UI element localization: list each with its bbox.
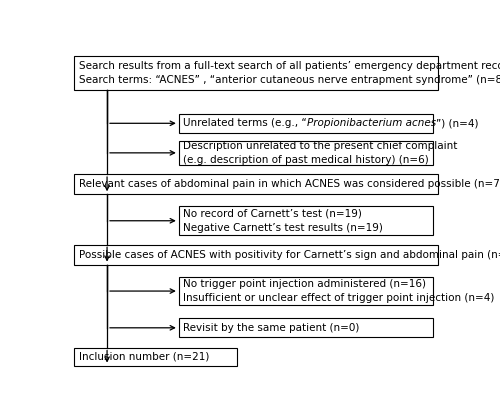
FancyBboxPatch shape [74,56,438,90]
FancyBboxPatch shape [179,114,432,133]
FancyBboxPatch shape [74,245,438,264]
FancyBboxPatch shape [74,174,438,194]
Text: Propionibacterium acnes: Propionibacterium acnes [307,118,436,128]
Text: Revisit by the same patient (n=0): Revisit by the same patient (n=0) [184,323,360,333]
Text: Possible cases of ACNES with positivity for Carnett’s sign and abdominal pain (n: Possible cases of ACNES with positivity … [79,250,500,260]
Text: Relevant cases of abdominal pain in which ACNES was considered possible (n=79): Relevant cases of abdominal pain in whic… [79,179,500,189]
FancyBboxPatch shape [179,277,432,305]
Text: No record of Carnett’s test (n=19)
Negative Carnett’s test results (n=19): No record of Carnett’s test (n=19) Negat… [184,209,384,232]
Text: Unrelated terms (e.g., “: Unrelated terms (e.g., “ [184,118,307,128]
Text: ”) (n=4): ”) (n=4) [436,118,479,128]
Text: Search results from a full-text search of all patients’ emergency department rec: Search results from a full-text search o… [79,61,500,85]
Text: Inclusion number (n=21): Inclusion number (n=21) [79,352,209,362]
FancyBboxPatch shape [179,318,432,337]
Text: No trigger point injection administered (n=16)
Insufficient or unclear effect of: No trigger point injection administered … [184,279,495,303]
FancyBboxPatch shape [74,348,237,366]
FancyBboxPatch shape [179,141,432,165]
FancyBboxPatch shape [179,206,432,235]
Text: Description unrelated to the present chief complaint
(e.g. description of past m: Description unrelated to the present chi… [184,141,458,165]
